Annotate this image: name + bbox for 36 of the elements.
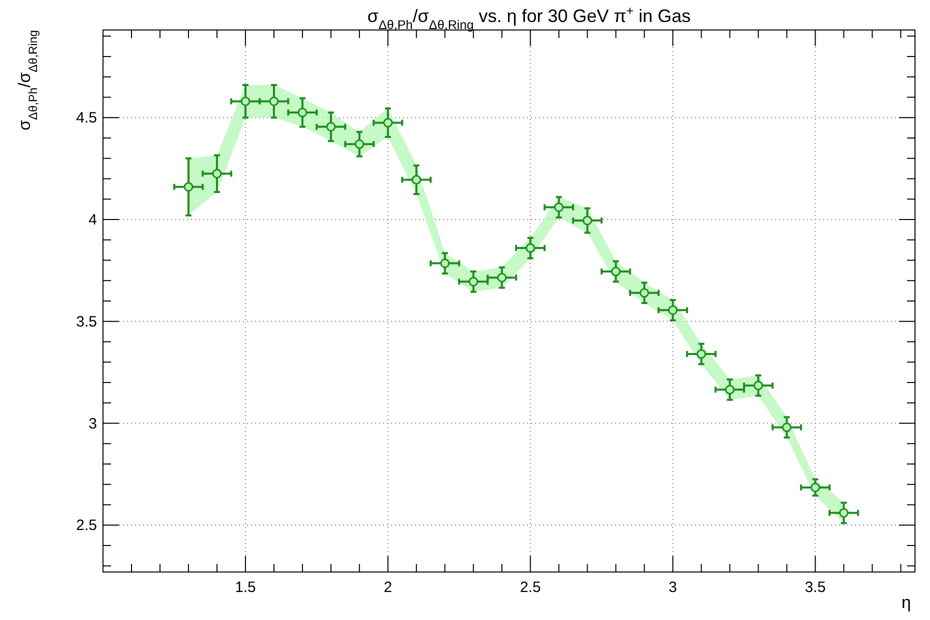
point (240, 96, 250, 106)
point (696, 349, 706, 359)
point (782, 422, 792, 432)
point (269, 96, 279, 106)
point (839, 508, 849, 518)
x-tick-label: 2.5 (520, 579, 541, 596)
y-tick-label: 2.5 (76, 517, 97, 534)
x-tick-label: 2 (384, 579, 392, 596)
point (554, 202, 564, 212)
y-tick-label: 4 (88, 211, 97, 228)
point (184, 182, 194, 192)
point (725, 384, 735, 394)
point (582, 216, 592, 226)
point (668, 305, 678, 315)
point (754, 380, 764, 390)
point (526, 243, 536, 253)
point (440, 258, 450, 268)
point (640, 288, 650, 298)
x-tick-label: 3.5 (804, 579, 826, 596)
point (354, 139, 364, 149)
x-axis-title: η (902, 593, 911, 612)
y-tick-label: 3 (88, 415, 97, 432)
point (497, 272, 507, 282)
point (468, 276, 478, 286)
point (412, 175, 422, 185)
point (611, 266, 621, 276)
y-tick-label: 4.5 (76, 110, 97, 127)
chart-title: σ$_{Δθ,Ph}$/σ$_{Δθ,Ring}$ vs. η for 30 GeV π$^{+}$ in Gas (367, 4, 691, 32)
y-tick-label: 3.5 (76, 313, 97, 330)
x-tick-label: 1.5 (235, 579, 256, 596)
point (212, 168, 222, 178)
point (326, 122, 336, 132)
point (298, 108, 308, 118)
x-tick-label: 3 (668, 579, 677, 596)
point (383, 118, 393, 128)
point (810, 482, 820, 492)
